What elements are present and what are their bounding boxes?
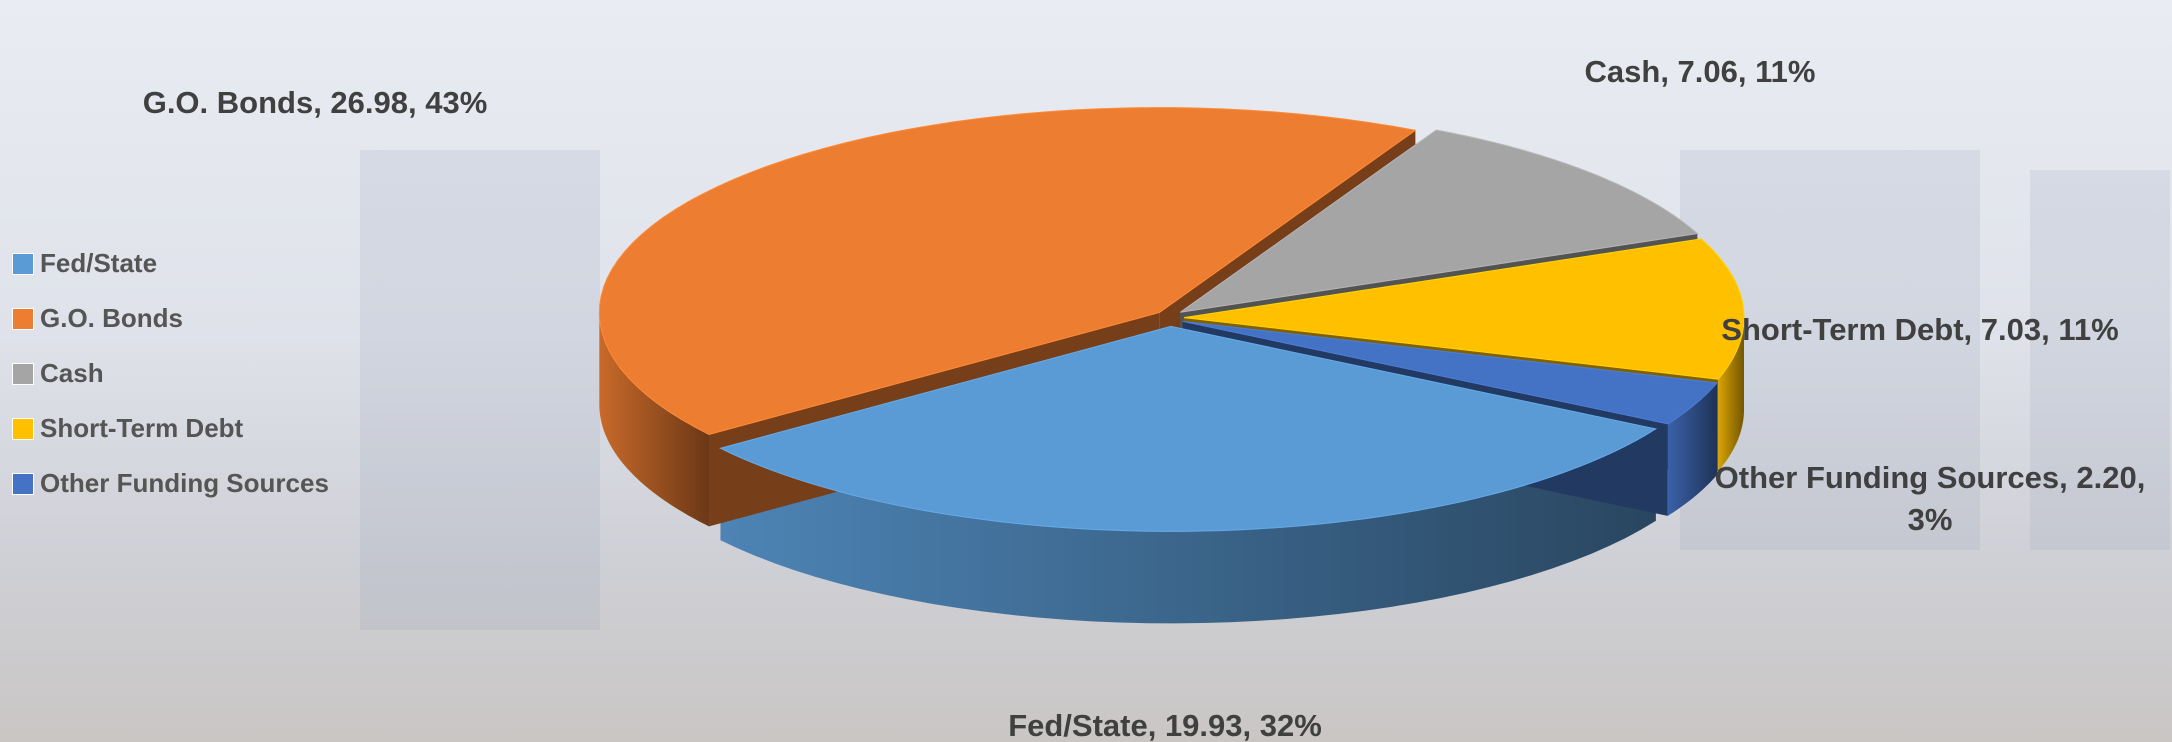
legend-swatch xyxy=(12,362,34,385)
data-label: G.O. Bonds, 26.98, 43% xyxy=(142,85,488,120)
legend-label: Fed/State xyxy=(40,248,158,278)
background-building xyxy=(2030,170,2170,550)
legend-label: Other Funding Sources xyxy=(40,468,329,498)
legend-label: Cash xyxy=(40,358,104,388)
legend-entry: Fed/State xyxy=(12,248,157,279)
legend-swatch xyxy=(12,417,34,440)
legend-entry: Other Funding Sources xyxy=(12,468,329,499)
data-label: Fed/State, 19.93, 32% xyxy=(1008,708,1322,742)
data-label: Cash, 7.06, 11% xyxy=(1584,54,1816,89)
legend-swatch xyxy=(12,472,34,495)
legend-entry: Short-Term Debt xyxy=(12,413,243,444)
slice xyxy=(1179,129,1699,313)
legend-entry: G.O. Bonds xyxy=(12,303,183,334)
slice xyxy=(1182,320,1718,425)
data-label: Short-Term Debt, 7.03, 11% xyxy=(1721,312,2119,347)
slice-side xyxy=(720,428,1656,624)
slice xyxy=(598,107,1417,435)
legend-entry: Cash xyxy=(12,358,104,389)
slice-side xyxy=(599,312,710,527)
slice xyxy=(719,325,1658,532)
background-building xyxy=(360,150,600,630)
legend-swatch xyxy=(12,252,34,275)
slice-side xyxy=(1718,317,1744,472)
legend-swatch xyxy=(12,307,34,330)
slice xyxy=(1183,238,1745,380)
data-label: Other Funding Sources, 2.20, 3% xyxy=(1714,460,2146,537)
legend-label: G.O. Bonds xyxy=(40,303,183,333)
legend-label: Short-Term Debt xyxy=(40,413,244,443)
